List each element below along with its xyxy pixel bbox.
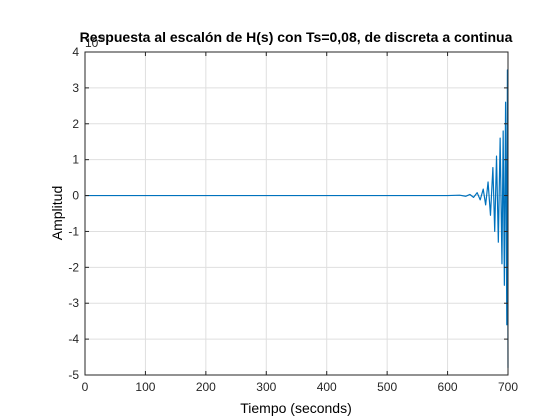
plot-area [85,52,508,375]
series-layer [85,69,509,368]
axes-frame [84,51,509,376]
x-axis-label: Tiempo (seconds) [240,400,352,416]
y-tick-label: 3 [72,81,79,95]
x-tick-label: 300 [256,380,276,394]
x-axis: 0 100 200 300 400 500 600 700 [82,52,518,394]
y-tick-label: -5 [68,368,79,382]
x-tick-label: 400 [317,380,337,394]
y-tick-label: -2 [68,260,79,274]
chart-title: Respuesta al escalón de H(s) con Ts=0,08… [80,29,513,45]
x-tick-label: 700 [498,380,518,394]
x-tick-label: 500 [377,380,397,394]
y-tick-label: 0 [72,189,79,203]
y-axis-label: Amplitud [49,186,65,240]
y-axis: 4 3 2 1 0 -1 -2 -3 -4 -5 [68,45,508,382]
y-tick-label: 1 [72,153,79,167]
y-tick-label: 2 [72,117,79,131]
y-exponent-power: 9 [100,33,105,43]
y-tick-label: 4 [72,45,79,59]
axes-box [84,51,509,376]
x-tick-label: 200 [196,380,216,394]
x-tick-label: 600 [438,380,458,394]
y-tick-label: -4 [68,332,79,346]
y-tick-label: -1 [68,224,79,238]
y-tick-label: -3 [68,296,79,310]
x-tick-label: 100 [135,380,155,394]
x-tick-label: 0 [82,380,89,394]
y-exponent-base: 10 [85,36,99,50]
series-line [85,69,509,368]
